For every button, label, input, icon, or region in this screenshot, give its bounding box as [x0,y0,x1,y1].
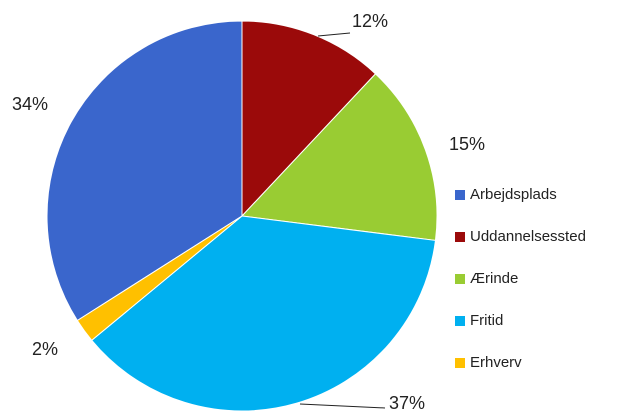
data-label: 34% [12,94,48,114]
legend-swatch [455,232,465,242]
legend-swatch [455,190,465,200]
pie-slice [240,73,438,241]
pie-slice [76,215,243,342]
leader-line [299,403,386,409]
legend-swatch [455,274,465,284]
pie-slice [46,20,243,322]
pie-slice [91,215,437,412]
legend-label: Erhverv [470,354,522,371]
legend-swatch [455,358,465,368]
legend-swatch [455,316,465,326]
data-label: 37% [389,393,425,412]
leader-line [317,32,351,37]
pie-slice [241,20,377,218]
data-label: 2% [32,339,58,359]
legend-label: Uddannelsessted [470,228,586,245]
data-label: 12% [352,11,388,31]
legend-label: Arbejdsplads [470,186,557,203]
legend-label: Ærinde [470,270,518,287]
data-label: 15% [449,134,485,154]
legend-label: Fritid [470,312,503,329]
